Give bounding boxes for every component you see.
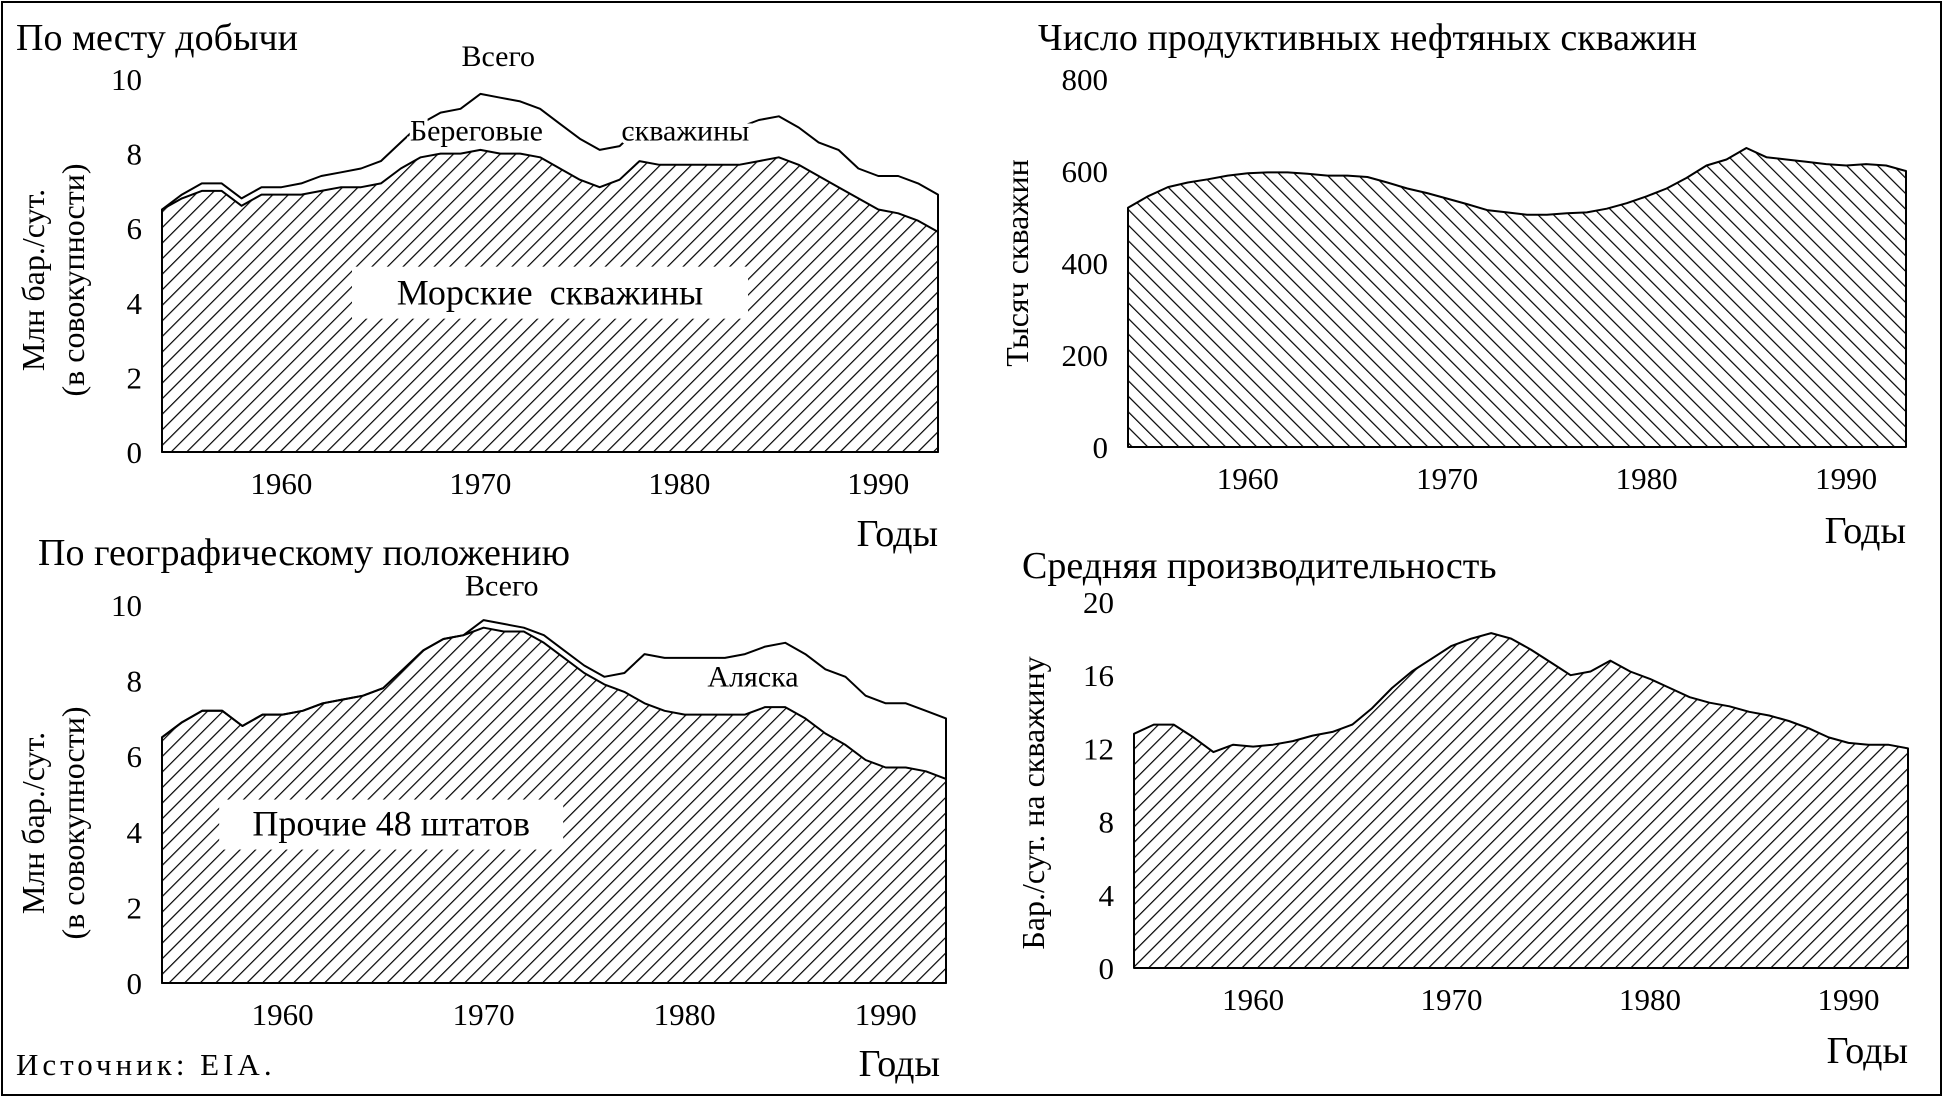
- y-tick-label: 6: [127, 211, 143, 246]
- y-tick-label: 800: [1062, 62, 1109, 97]
- chart-title: Средняя производительность: [1022, 545, 1497, 587]
- x-tick-label: 1970: [1421, 982, 1483, 1017]
- x-axis-label: Годы: [1827, 1030, 1908, 1072]
- y-axis-label-2: (в совокупности): [55, 164, 91, 397]
- y-tick-label: 4: [127, 286, 143, 321]
- x-tick-label: 1990: [1815, 461, 1877, 496]
- y-tick-label: 16: [1083, 658, 1114, 693]
- area-series-1: [1133, 632, 1909, 969]
- annotation-onshore-2: скважины: [621, 115, 749, 148]
- x-tick-label: 1960: [1217, 461, 1279, 496]
- y-tick-label: 4: [1099, 878, 1115, 913]
- x-tick-label: 1990: [1817, 982, 1879, 1017]
- chart-title: Число продуктивных нефтяных скважин: [1038, 17, 1697, 59]
- y-tick-label: 8: [127, 137, 143, 172]
- x-tick-label: 1960: [250, 466, 312, 501]
- y-tick-label: 200: [1062, 338, 1109, 373]
- chart-panel-4: Средняя производительность 0 4 8 12 16 20 1960 1…: [1015, 545, 1909, 1072]
- x-tick-label: 1980: [654, 997, 716, 1032]
- source-note: Источник: EIA.: [16, 1047, 276, 1082]
- y-tick-label: 12: [1083, 731, 1114, 766]
- y-tick-label: 10: [111, 62, 142, 97]
- x-tick-label: 1960: [1222, 982, 1284, 1017]
- x-axis-label: Годы: [859, 1043, 940, 1085]
- y-tick-label: 6: [127, 739, 143, 774]
- x-axis-label: Годы: [857, 513, 938, 555]
- label-box: [219, 799, 564, 850]
- y-tick-label: 4: [127, 815, 143, 850]
- annotation-onshore: Береговые: [410, 115, 543, 148]
- x-tick-label: 1980: [1619, 982, 1681, 1017]
- x-tick-label: 1960: [252, 997, 314, 1032]
- chart-title: По месту добычи: [16, 17, 298, 59]
- y-tick-label: 0: [1099, 951, 1115, 986]
- chart-title: По географическому положению: [38, 532, 570, 574]
- x-tick-label: 1990: [847, 466, 909, 501]
- y-axis-label-2: (в совокупности): [55, 707, 91, 940]
- x-tick-label: 1970: [453, 997, 515, 1032]
- area-series-1: [1127, 147, 1907, 448]
- y-tick-label: 2: [127, 360, 143, 395]
- annotation-alaska: Аляска: [707, 660, 798, 693]
- annotation-offshore: Морские скважины: [397, 273, 703, 313]
- y-tick-label: 8: [127, 664, 143, 699]
- y-tick-label: 20: [1083, 585, 1114, 620]
- y-axis-label: Бар./сут. на скважину: [1015, 656, 1051, 949]
- annotation-other: Прочие 48 штатов: [252, 804, 530, 844]
- y-axis-label: Млн бар./сут.: [15, 189, 51, 371]
- label-box: [352, 266, 748, 319]
- chart-panel-3: По географическому положению 0 2 4 6 8 10 1960 1…: [15, 532, 947, 1085]
- chart-panel-1: По месту добычи 0 2 4 6 8 10 1960 1970 1980 1990 Го…: [15, 17, 939, 555]
- y-tick-label: 8: [1099, 805, 1115, 840]
- y-tick-label: 2: [127, 890, 143, 925]
- y-tick-label: 600: [1062, 154, 1109, 189]
- annotation-total: Всего: [461, 40, 535, 73]
- x-tick-label: 1970: [1416, 461, 1478, 496]
- x-tick-label: 1970: [449, 466, 511, 501]
- x-axis-label: Годы: [1825, 510, 1906, 552]
- y-tick-label: 400: [1062, 246, 1109, 281]
- y-tick-label: 0: [1093, 430, 1109, 465]
- annotation-total: Всего: [465, 570, 539, 603]
- y-axis-label: Млн бар./сут.: [15, 732, 51, 914]
- y-tick-label: 0: [127, 966, 143, 1001]
- y-axis-label: Тысяч скважин: [999, 159, 1035, 366]
- y-tick-label: 0: [127, 435, 143, 470]
- y-tick-label: 10: [111, 588, 142, 623]
- chart-panel-2: Число продуктивных нефтяных скважин 0 200 4…: [999, 17, 1907, 552]
- x-tick-label: 1990: [855, 997, 917, 1032]
- x-tick-label: 1980: [1616, 461, 1678, 496]
- x-tick-label: 1980: [648, 466, 710, 501]
